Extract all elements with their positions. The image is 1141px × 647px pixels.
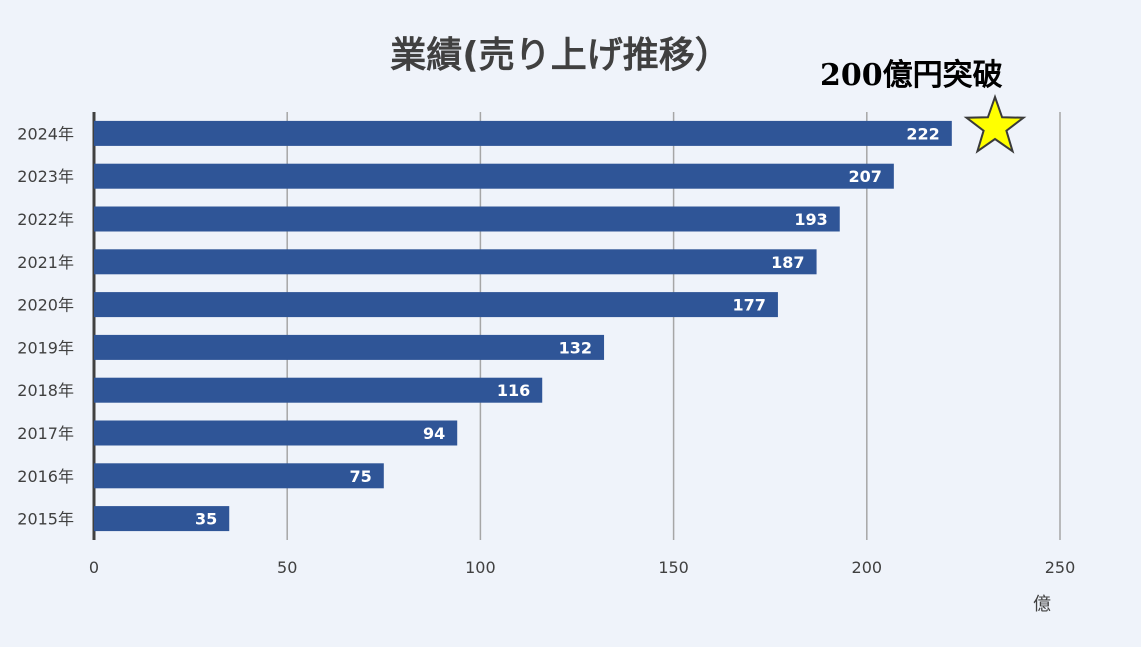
y-tick-label: 2016年 (17, 467, 74, 486)
star-icon (963, 93, 1027, 154)
chart-title: 業績(売り上げ推移） (390, 35, 731, 76)
x-tick-label: 150 (658, 558, 689, 577)
data-label: 177 (733, 296, 766, 315)
y-tick-label: 2022年 (17, 210, 74, 229)
y-tick-label: 2017年 (17, 424, 74, 443)
bar (94, 249, 817, 275)
bar (94, 206, 840, 232)
annotation-text: 200億円突破 (820, 58, 1003, 93)
bar (94, 420, 458, 446)
y-tick-label: 2021年 (17, 253, 74, 272)
bar (94, 334, 605, 360)
y-tick-label: 2020年 (17, 296, 74, 315)
data-label: 132 (559, 338, 592, 357)
y-tick-label: 2024年 (17, 124, 74, 143)
bar (94, 463, 384, 489)
data-label: 94 (423, 424, 445, 443)
bar (94, 120, 952, 146)
data-label: 187 (771, 253, 804, 272)
y-tick-label: 2019年 (17, 338, 74, 357)
y-tick-label: 2018年 (17, 381, 74, 400)
data-label: 193 (794, 210, 827, 229)
data-label: 222 (906, 124, 939, 143)
y-tick-label: 2023年 (17, 167, 74, 186)
bar (94, 163, 894, 189)
x-tick-label: 200 (852, 558, 883, 577)
bar (94, 377, 543, 403)
x-tick-label: 250 (1045, 558, 1076, 577)
data-label: 75 (350, 467, 372, 486)
x-axis-unit-label: 億 (1033, 594, 1051, 615)
bar (94, 292, 778, 318)
data-label: 207 (848, 167, 881, 186)
x-tick-label: 50 (277, 558, 297, 577)
x-tick-label: 100 (465, 558, 496, 577)
y-tick-label: 2015年 (17, 510, 74, 529)
data-label: 116 (497, 381, 530, 400)
bar (94, 506, 230, 532)
x-tick-label: 0 (89, 558, 99, 577)
data-label: 35 (195, 510, 217, 529)
